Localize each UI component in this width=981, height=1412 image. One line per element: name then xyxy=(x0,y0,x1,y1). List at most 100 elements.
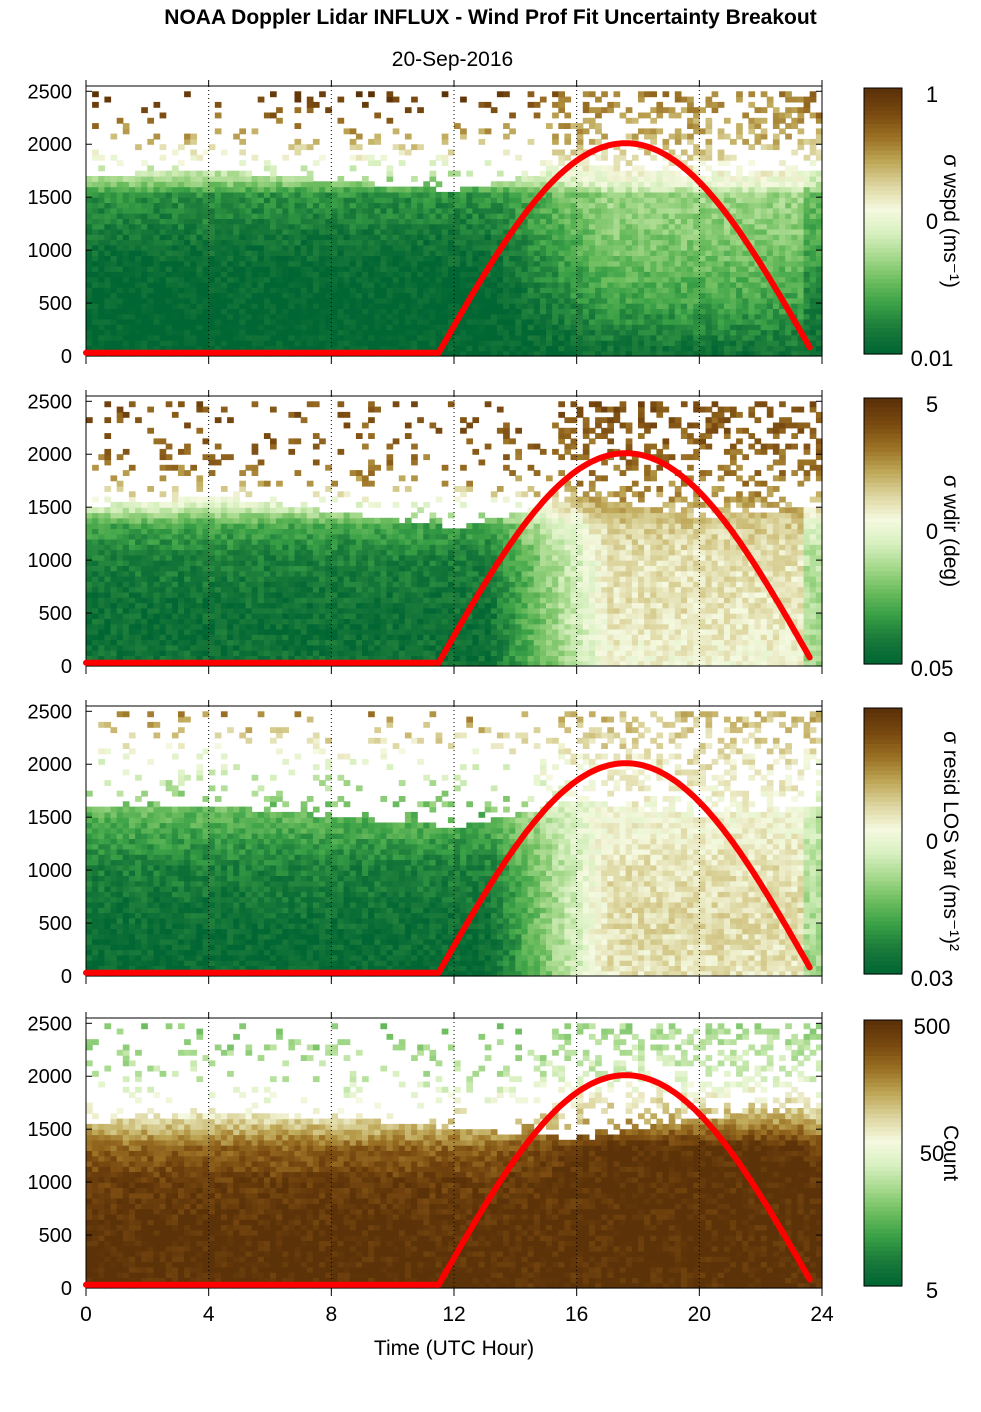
heatmap-cell xyxy=(656,112,664,119)
heatmap-cell xyxy=(128,655,136,662)
heatmap-cell xyxy=(337,234,345,241)
heatmap-cell xyxy=(104,544,112,551)
heatmap-cell xyxy=(785,340,792,346)
heatmap-cell xyxy=(613,165,621,172)
heatmap-cell xyxy=(147,117,154,124)
heatmap-cell xyxy=(159,218,167,225)
colorbar-segment xyxy=(864,229,902,235)
heatmap-cell xyxy=(190,207,197,214)
heatmap-cell xyxy=(178,228,185,235)
heatmap-cell xyxy=(766,96,774,103)
heatmap-cell xyxy=(662,234,670,241)
heatmap-cell xyxy=(147,597,154,604)
heatmap-cell xyxy=(319,324,326,331)
heatmap-cell xyxy=(392,345,400,352)
heatmap-cell xyxy=(337,176,345,182)
heatmap-cell xyxy=(496,213,504,219)
heatmap-cell xyxy=(588,181,596,188)
heatmap-cell xyxy=(245,213,253,219)
heatmap-cell xyxy=(288,202,296,209)
heatmap-cell xyxy=(546,297,553,304)
heatmap-cell xyxy=(680,133,688,140)
heatmap-cell xyxy=(490,228,498,235)
heatmap-cell xyxy=(631,213,639,219)
heatmap-cell xyxy=(362,260,369,267)
heatmap-cell xyxy=(582,266,590,272)
heatmap-cell xyxy=(521,303,529,309)
heatmap-cell xyxy=(257,181,265,188)
heatmap-cell xyxy=(772,308,780,315)
heatmap-cell xyxy=(588,213,596,219)
heatmap-cell xyxy=(447,350,455,357)
heatmap-cell xyxy=(417,218,424,225)
heatmap-cell xyxy=(503,266,510,272)
heatmap-cell xyxy=(245,207,253,214)
heatmap-cell xyxy=(104,623,112,630)
heatmap-cell xyxy=(748,223,756,230)
heatmap-cell xyxy=(178,202,185,209)
heatmap-cell xyxy=(625,197,633,204)
heatmap-cell xyxy=(490,197,498,204)
heatmap-cell xyxy=(619,303,627,309)
heatmap-cell xyxy=(355,91,363,98)
heatmap-cell xyxy=(742,303,749,309)
heatmap-cell xyxy=(429,207,437,214)
heatmap-cell xyxy=(404,266,412,272)
heatmap-cell xyxy=(319,197,326,204)
heatmap-cell xyxy=(239,329,246,336)
heatmap-cell xyxy=(601,149,608,156)
heatmap-cell xyxy=(282,318,289,325)
heatmap-cell xyxy=(294,234,302,241)
heatmap-cell xyxy=(282,154,289,161)
heatmap-cell xyxy=(98,292,105,299)
heatmap-cell xyxy=(527,138,535,145)
heatmap-cell xyxy=(282,186,289,193)
heatmap-cell xyxy=(251,197,259,204)
heatmap-cell xyxy=(343,345,351,352)
heatmap-cell xyxy=(815,345,823,352)
heatmap-cell xyxy=(398,271,406,278)
heatmap-cell xyxy=(110,538,118,545)
heatmap-cell xyxy=(306,308,314,315)
heatmap-cell xyxy=(785,250,792,256)
heatmap-cell xyxy=(730,234,737,241)
heatmap-cell xyxy=(147,512,154,519)
heatmap-cell xyxy=(748,160,756,166)
heatmap-cell xyxy=(362,308,369,315)
heatmap-cell xyxy=(570,276,578,283)
heatmap-cell xyxy=(349,292,357,299)
heatmap-cell xyxy=(276,207,283,214)
heatmap-cell xyxy=(546,292,553,299)
heatmap-cell xyxy=(742,186,749,193)
heatmap-cell xyxy=(736,191,743,198)
heatmap-cell xyxy=(429,266,437,272)
heatmap-cell xyxy=(674,213,682,219)
heatmap-cell xyxy=(723,244,731,251)
heatmap-cell xyxy=(619,255,627,262)
heatmap-cell xyxy=(331,186,338,193)
heatmap-cell xyxy=(214,313,222,320)
heatmap-cell xyxy=(515,207,522,214)
heatmap-cell xyxy=(772,271,780,278)
heatmap-cell xyxy=(748,181,756,188)
heatmap-cell xyxy=(613,202,621,209)
heatmap-cell xyxy=(374,276,381,283)
heatmap-cell xyxy=(478,202,486,209)
heatmap-cell xyxy=(98,313,105,320)
heatmap-cell xyxy=(276,292,283,299)
heatmap-cell xyxy=(668,176,676,182)
heatmap-cell xyxy=(331,281,338,288)
heatmap-cell xyxy=(638,329,645,336)
heatmap-cell xyxy=(582,207,590,214)
heatmap-cell xyxy=(619,350,627,357)
heatmap-cell xyxy=(141,181,148,188)
heatmap-cell xyxy=(509,202,516,209)
heatmap-cell xyxy=(190,255,197,262)
heatmap-cell xyxy=(343,191,351,198)
heatmap-cell xyxy=(736,313,743,320)
heatmap-cell xyxy=(496,334,504,341)
heatmap-cell xyxy=(411,313,418,320)
heatmap-cell xyxy=(785,281,792,288)
heatmap-cell xyxy=(815,313,823,320)
heatmap-cell xyxy=(202,266,210,272)
